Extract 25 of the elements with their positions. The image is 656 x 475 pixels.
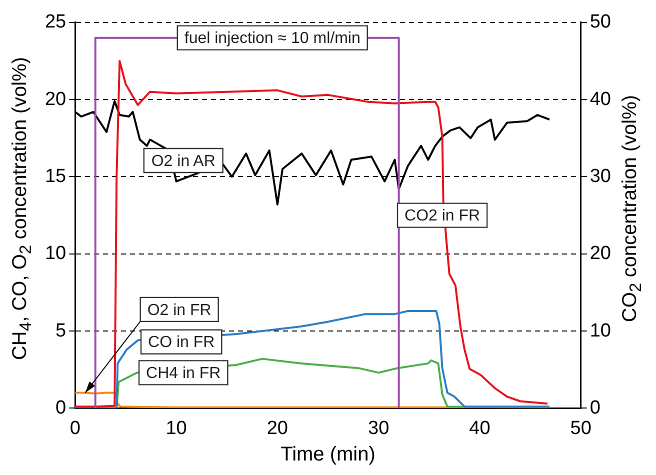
- series-label: CH4 in FR: [146, 365, 221, 382]
- y-tick-label: 5: [56, 320, 66, 342]
- y-tick-label: 25: [44, 12, 66, 33]
- y2-tick-label: 10: [590, 320, 612, 342]
- y-tick-label: 20: [44, 88, 66, 110]
- x-tick-label: 30: [368, 418, 390, 439]
- x-tick-label: 0: [70, 418, 80, 439]
- x-tick-label: 40: [469, 418, 490, 439]
- y2-tick-label: 30: [590, 166, 612, 187]
- x-axis-title: Time (min): [280, 444, 376, 466]
- series-label: CO in FR: [148, 334, 215, 352]
- y-tick-label: 0: [56, 397, 66, 418]
- x-tick-label: 20: [266, 418, 288, 439]
- y-tick-label: 10: [44, 243, 66, 264]
- series-label: CO2 in FR: [404, 208, 480, 225]
- y2-tick-label: 0: [590, 397, 600, 418]
- series-label: O2 in AR: [151, 152, 216, 170]
- x-tick-label: 10: [166, 418, 187, 439]
- y2-tick-label: 40: [590, 88, 612, 110]
- y2-tick-label: 50: [590, 12, 612, 33]
- series-label: fuel injection ≈ 10 ml/min: [184, 30, 360, 48]
- y-tick-label: 15: [44, 166, 66, 187]
- x-tick-label: 50: [570, 418, 592, 439]
- text: O2 in FR: [147, 302, 212, 319]
- y2-tick-label: 20: [590, 243, 612, 264]
